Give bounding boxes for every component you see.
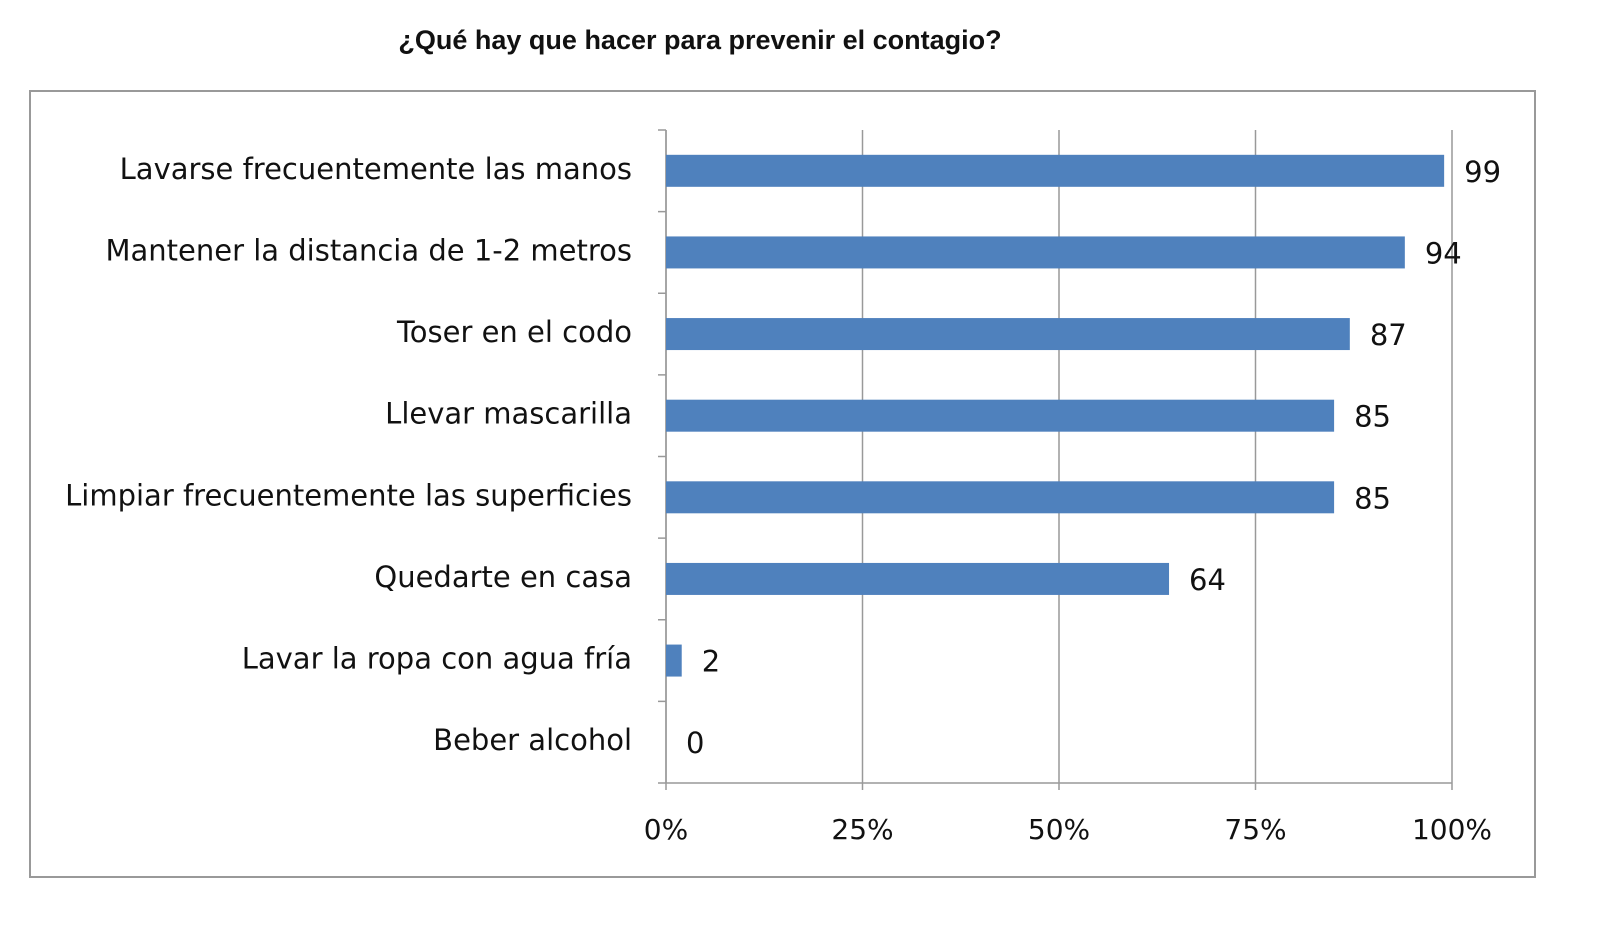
y-tick-label: Limpiar frecuentemente las superficies	[65, 478, 632, 512]
value-label: 87	[1370, 318, 1407, 352]
bar	[666, 399, 1335, 432]
bar	[666, 154, 1445, 187]
x-tick-label: 50%	[1028, 813, 1090, 846]
x-tick-label: 75%	[1224, 813, 1286, 846]
value-label: 0	[686, 726, 704, 760]
y-tick-label: Quedarte en casa	[374, 560, 632, 594]
y-tick-label: Beber alcohol	[433, 723, 632, 757]
chart-title: ¿Qué hay que hacer para prevenir el cont…	[398, 25, 1001, 55]
bar	[666, 644, 682, 677]
x-tick-label: 100%	[1412, 813, 1492, 846]
value-label: 94	[1425, 236, 1462, 270]
value-label: 2	[702, 645, 720, 679]
value-label: 99	[1464, 155, 1501, 189]
x-tick-label: 25%	[831, 813, 893, 846]
y-tick-label: Lavar la ropa con agua fría	[242, 642, 632, 676]
y-tick-label: Mantener la distancia de 1-2 metros	[105, 233, 632, 267]
y-tick-label: Lavarse frecuentemente las manos	[120, 152, 632, 186]
value-label: 64	[1189, 563, 1226, 597]
y-tick-label: Toser en el codo	[396, 315, 632, 349]
value-label: 85	[1354, 400, 1391, 434]
x-tick-label: 0%	[644, 813, 688, 846]
bar	[666, 318, 1350, 351]
value-label: 85	[1354, 481, 1391, 515]
bar	[666, 236, 1405, 269]
bar	[666, 562, 1170, 595]
y-tick-label: Llevar mascarilla	[385, 397, 632, 431]
bar	[666, 481, 1335, 514]
